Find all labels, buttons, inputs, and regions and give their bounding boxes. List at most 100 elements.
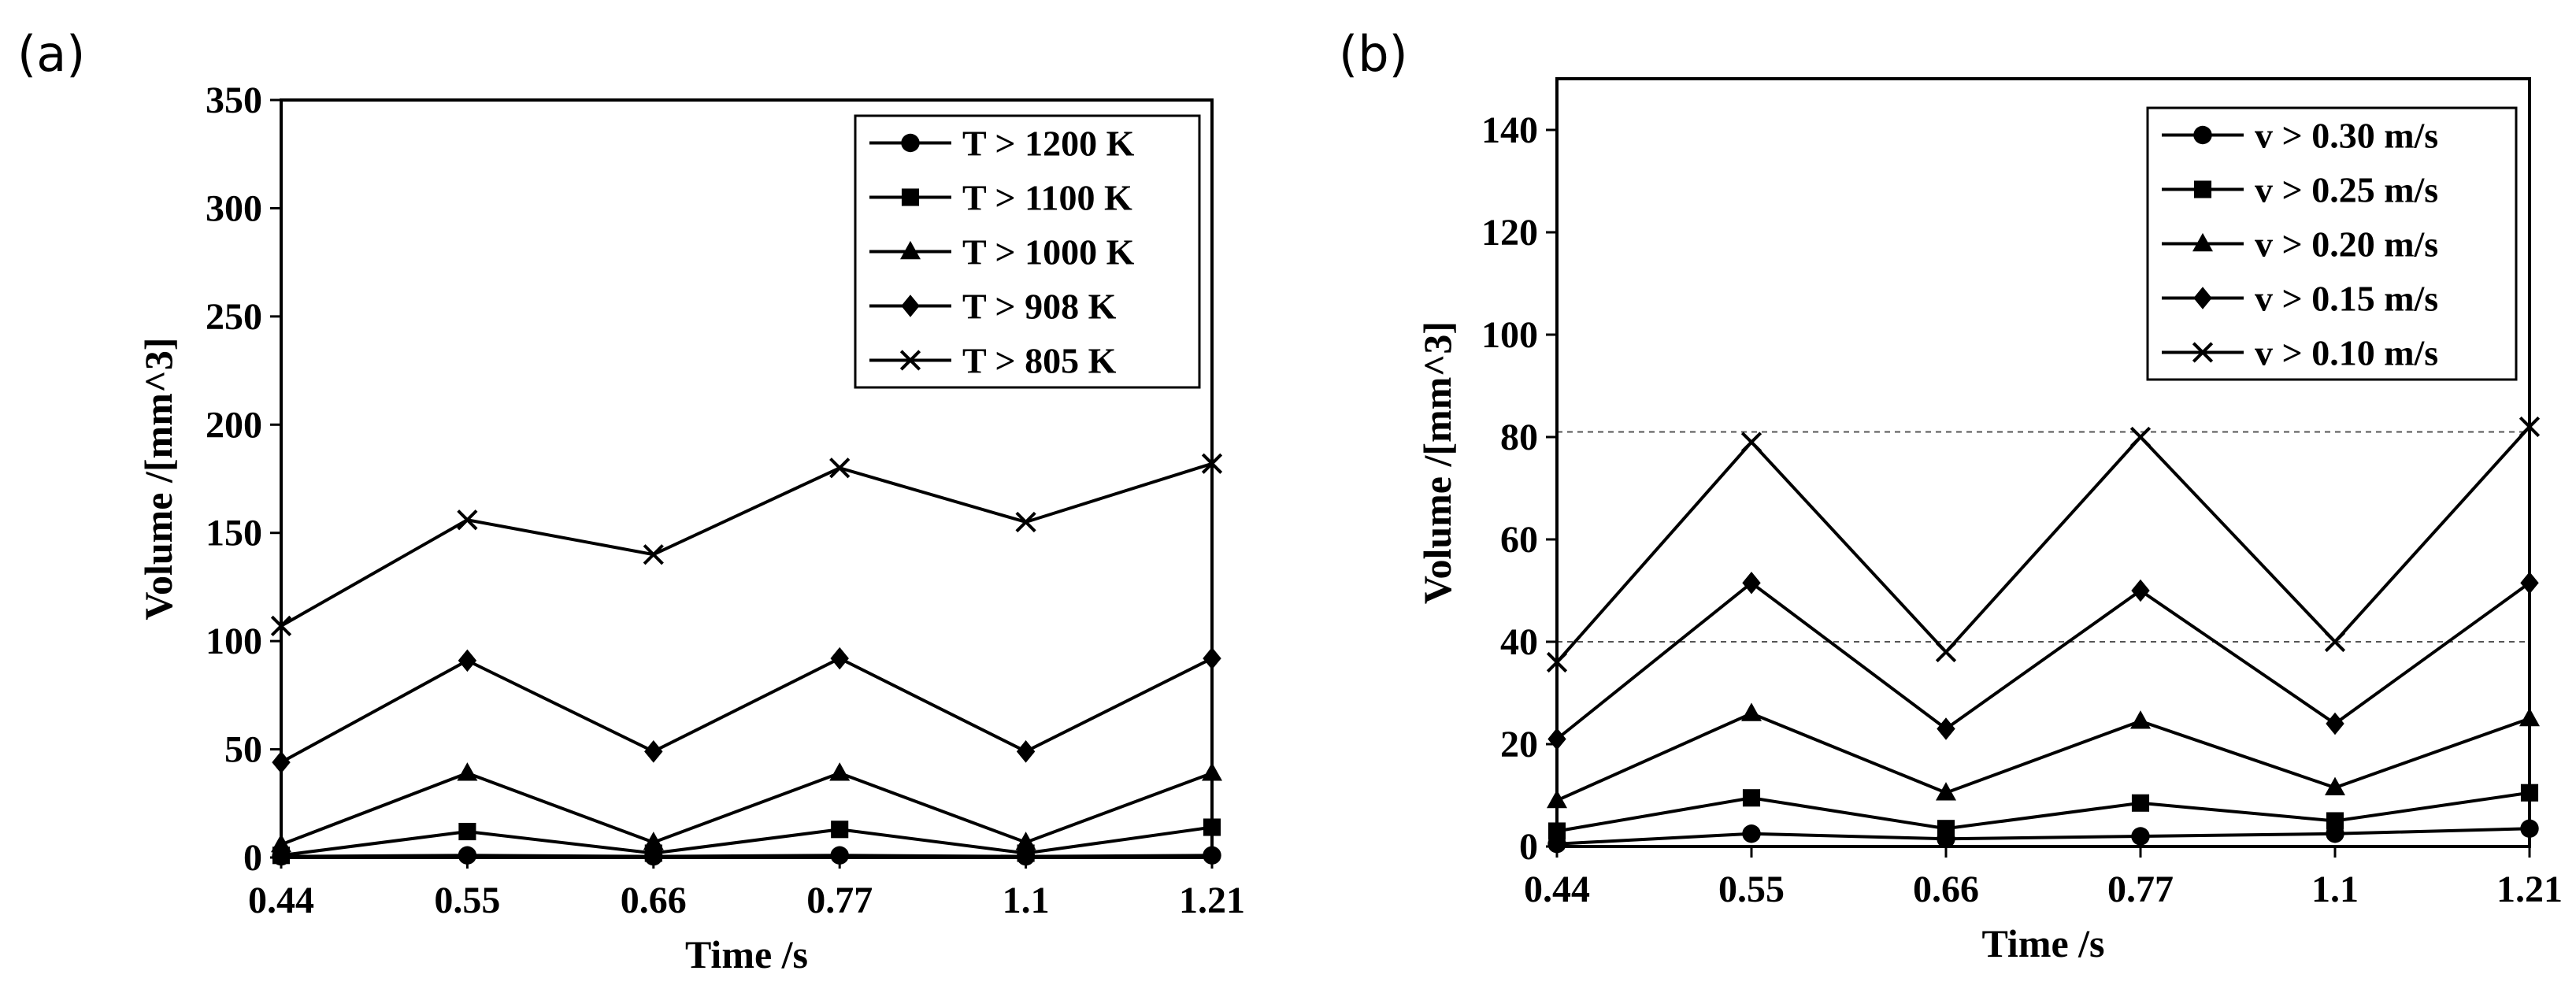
legend-label: T > 1200 K <box>962 124 1135 164</box>
data-point <box>1202 762 1222 781</box>
x-tick-label: 0.44 <box>248 880 314 921</box>
series-line <box>1556 827 2530 846</box>
data-point <box>1937 717 1955 740</box>
panel-label: (b) <box>1339 25 1408 83</box>
data-point <box>1742 824 1761 843</box>
y-tick-label: 150 <box>206 513 262 554</box>
series-circle <box>1547 819 2539 854</box>
data-point <box>1742 571 1761 595</box>
data-point <box>1016 740 1036 763</box>
data-point <box>2519 416 2541 438</box>
y-tick-label: 250 <box>206 296 262 338</box>
data-point <box>457 762 478 781</box>
plot-frame <box>1555 77 2531 848</box>
legend: v > 0.30 m/s v > 0.25 m/s v > 0.20 m/s v > … <box>2146 106 2518 381</box>
y-tick-label: 140 <box>1481 109 1538 151</box>
data-point <box>1015 511 1036 533</box>
legend-label: v > 0.30 m/s <box>2255 116 2438 156</box>
x-tick-label: 1.1 <box>1003 880 1050 921</box>
legend-marker <box>2193 287 2212 309</box>
y-tick-label: 120 <box>1481 212 1538 254</box>
y-tick-label: 200 <box>206 404 262 446</box>
legend-label: T > 805 K <box>962 341 1117 381</box>
data-point <box>2519 707 2540 727</box>
panel-label: (a) <box>17 25 85 83</box>
data-point <box>2520 571 2539 595</box>
data-point <box>457 509 478 531</box>
series-line <box>280 825 1213 858</box>
x-tick-label: 0.77 <box>806 880 873 921</box>
chart-panel-1: (b) 0 20 40 60 80 100 120 140 0.44 0.55 0.66 0.77 1.1… <box>1339 25 2563 965</box>
data-point <box>1203 818 1221 836</box>
data-point <box>2131 794 2150 812</box>
series-line <box>280 656 1213 764</box>
data-point <box>1936 782 1956 801</box>
data-point <box>272 750 291 774</box>
data-point <box>2324 631 2346 653</box>
data-point <box>2131 579 2150 602</box>
x-tick-label: 0.44 <box>1524 869 1590 910</box>
legend-marker <box>2192 232 2213 252</box>
series-line <box>280 854 1213 858</box>
y-tick-label: 20 <box>1500 724 1538 765</box>
x-tick-label: 1.21 <box>1179 880 1245 921</box>
legend-label: T > 1000 K <box>962 232 1135 272</box>
y-tick-label: 350 <box>206 80 262 121</box>
chart-panel-0: (a) 0 50 100 150 200 250 300 350 0.44 0.55 0.66 0.77… <box>17 25 1245 976</box>
legend-label: v > 0.20 m/s <box>2255 224 2438 265</box>
x-axis-title: Time /s <box>685 932 808 976</box>
legend-marker <box>899 350 921 371</box>
x-tick-label: 0.77 <box>2107 869 2174 910</box>
legend-marker <box>2192 342 2214 363</box>
legend-label: v > 0.25 m/s <box>2255 170 2438 210</box>
y-tick-label: 100 <box>1481 314 1538 356</box>
y-tick-label: 80 <box>1500 417 1538 458</box>
data-point <box>1742 789 1761 807</box>
x-tick-label: 1.21 <box>2496 869 2563 910</box>
data-point <box>2129 426 2152 448</box>
x-tick-label: 0.55 <box>1718 869 1785 910</box>
legend-marker <box>901 295 920 317</box>
legend-label: v > 0.10 m/s <box>2255 333 2438 373</box>
series-cross <box>270 453 1223 637</box>
data-point <box>643 832 664 850</box>
series-line <box>280 461 1213 628</box>
data-point <box>270 615 292 637</box>
data-point <box>1203 646 1221 670</box>
data-point <box>458 649 477 672</box>
legend-label: v > 0.15 m/s <box>2255 279 2438 319</box>
legend-marker <box>2193 180 2212 198</box>
legend: T > 1200 K T > 1100 K T > 1000 K T > 908 K T… <box>854 114 1201 389</box>
series-triangle <box>1547 702 2540 809</box>
data-point <box>2326 812 2344 830</box>
data-point <box>2130 710 2151 729</box>
series-circle <box>272 846 1221 866</box>
data-point <box>1741 702 1762 721</box>
data-point <box>830 846 849 865</box>
y-tick-label: 0 <box>243 837 262 879</box>
data-point <box>1935 641 1957 663</box>
data-point <box>1547 789 1567 809</box>
x-tick-label: 1.1 <box>2311 869 2359 910</box>
y-tick-label: 40 <box>1500 621 1538 663</box>
x-tick-label: 0.55 <box>434 880 500 921</box>
series-square <box>1547 784 2539 840</box>
data-point <box>643 544 664 565</box>
plot-frame <box>280 98 1214 859</box>
y-tick-label: 100 <box>206 621 262 662</box>
series-diamond <box>272 646 1221 774</box>
data-point <box>830 646 849 670</box>
series-triangle <box>271 762 1222 853</box>
data-point <box>2131 827 2150 846</box>
data-point <box>1201 453 1223 474</box>
y-axis-title: Volume /[mm^3] <box>1415 321 1459 604</box>
data-point <box>458 846 477 865</box>
series-diamond <box>1547 571 2539 750</box>
legend-label: T > 1100 K <box>962 178 1132 218</box>
data-point <box>829 458 851 479</box>
x-axis-title: Time /s <box>1981 921 2104 965</box>
x-tick-label: 0.66 <box>621 880 687 921</box>
series-line <box>1555 425 2531 664</box>
data-point <box>829 762 851 781</box>
data-point <box>644 740 663 763</box>
